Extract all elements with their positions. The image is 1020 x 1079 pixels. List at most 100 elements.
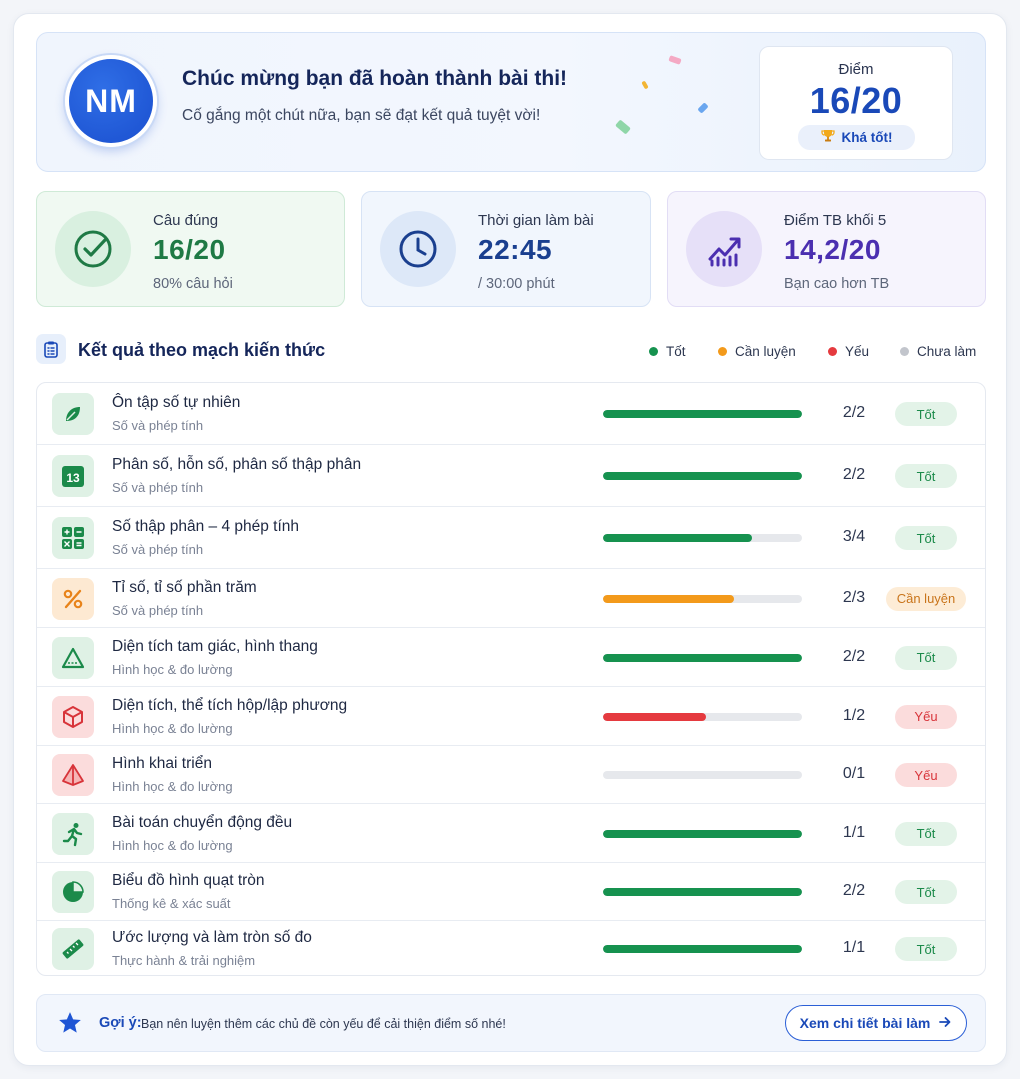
stat-correct-answers: Câu đúng 16/20 80% câu hỏi — [36, 191, 345, 307]
svg-text:13: 13 — [66, 471, 80, 485]
trophy-icon — [820, 128, 836, 147]
result-card: NM Chúc mừng bạn đã hoàn thành bài thi! … — [13, 13, 1007, 1066]
status-badge: Tốt — [895, 937, 957, 961]
topic-name: Ước lượng và làm tròn số đo — [112, 929, 312, 946]
cube-icon — [52, 695, 94, 738]
progress-bar — [603, 829, 802, 838]
legend-dot — [900, 347, 909, 356]
progress-bar — [603, 712, 802, 721]
topic-name: Biểu đồ hình quạt tròn — [112, 872, 265, 889]
topic-name: Ôn tập số tự nhiên — [112, 394, 241, 411]
progress-bar — [603, 945, 802, 953]
topic-category: Hình học & đo lường — [112, 837, 233, 853]
topic-name: Diện tích tam giác, hình thang — [112, 637, 318, 655]
status-badge: Tốt — [895, 402, 957, 426]
status-badge: Cần luyện — [886, 586, 966, 611]
topic-category: Hình học & đo lường — [112, 661, 233, 677]
table-row: Ước lượng và làm tròn số đo Thực hành & t… — [37, 921, 985, 975]
score-badge: Khá tốt! — [797, 125, 915, 150]
topic-score: 2/2 — [842, 647, 866, 665]
triangle-icon — [52, 636, 94, 679]
topic-name: Hình khai triển — [112, 755, 212, 772]
topic-category: Hình học & đo lường — [112, 720, 233, 736]
percent-icon — [52, 577, 94, 620]
topic-score: 2/2 — [842, 466, 866, 483]
topic-name: Tỉ số, tỉ số phần trăm — [112, 578, 257, 596]
view-details-label: Xem chi tiết bài làm — [799, 1015, 931, 1031]
score-box: Điểm 16/20 Khá tốt! — [759, 46, 953, 160]
topic-score: 2/3 — [842, 588, 866, 606]
progress-fill — [603, 653, 802, 662]
progress-fill — [603, 712, 707, 721]
table-row: Biểu đồ hình quạt tròn Thống kê & xác suấ… — [37, 863, 985, 921]
progress-fill — [603, 945, 802, 953]
legend-label: Tốt — [666, 344, 686, 359]
legend-label: Chưa làm — [917, 344, 977, 359]
progress-fill — [603, 594, 735, 603]
legend-dot — [718, 347, 727, 356]
status-badge: Tốt — [895, 464, 957, 488]
table-row: Bài toán chuyển động đều Hình học & đo lư… — [37, 804, 985, 863]
legend-good: Tốt — [649, 344, 686, 359]
topic-results-table: Ôn tập số tự nhiên Số và phép tính 2/2 Tốt 1… — [36, 382, 986, 976]
topic-score: 1/1 — [842, 823, 866, 841]
legend-not-done: Chưa làm — [900, 344, 976, 359]
confetti-icon — [615, 119, 631, 135]
legend-dot — [649, 347, 658, 356]
topic-score: 2/2 — [842, 404, 866, 421]
topic-category: Số và phép tính — [112, 602, 204, 618]
status-badge: Tốt — [895, 645, 957, 670]
calendar-13-icon: 13 — [52, 455, 94, 497]
confetti-icon — [697, 102, 709, 114]
topic-category: Số và phép tính — [112, 542, 204, 557]
calculator-icon — [52, 517, 94, 559]
pyramid-icon — [52, 754, 94, 796]
progress-bar — [603, 888, 802, 896]
topic-name: Bài toán chuyển động đều — [112, 813, 293, 831]
pie-chart-icon — [52, 871, 94, 913]
topic-category: Số và phép tính — [112, 418, 204, 433]
table-row: Ôn tập số tự nhiên Số và phép tính 2/2 Tốt — [37, 383, 985, 445]
banner-title: Chúc mừng bạn đã hoàn thành bài thi! — [182, 67, 568, 90]
confetti-icon — [668, 55, 682, 65]
stat-value: 14,2/20 — [784, 234, 881, 265]
topic-score: 3/4 — [842, 528, 866, 545]
progress-bar — [603, 410, 802, 418]
table-row: Diện tích, thể tích hộp/lập phương Hình h… — [37, 687, 985, 746]
topic-score: 1/1 — [842, 939, 866, 956]
legend-label: Cần luyện — [735, 344, 796, 359]
progress-bar — [603, 594, 802, 603]
topic-score: 1/2 — [842, 706, 866, 724]
clock-icon — [380, 211, 456, 287]
status-badge: Tốt — [895, 526, 957, 550]
tip-label: Gợi ý: — [99, 1015, 142, 1031]
topic-name: Diện tích, thể tích hộp/lập phương — [112, 696, 348, 714]
tip-footer: Gợi ý: Bạn nên luyện thêm các chủ đề còn… — [36, 994, 986, 1052]
stat-sub: / 30:00 phút — [478, 276, 555, 292]
table-row: Diện tích tam giác, hình thang Hình học &… — [37, 628, 985, 687]
topic-category: Thống kê & xác suất — [112, 896, 231, 911]
arrow-right-icon — [938, 1015, 952, 1032]
stat-label: Câu đúng — [153, 212, 219, 229]
status-badge: Yếu — [895, 704, 957, 729]
stat-sub: 80% câu hỏi — [153, 276, 233, 292]
stat-value: 16/20 — [153, 234, 226, 265]
legend-weak: Yếu — [828, 344, 869, 359]
tip-text: Bạn nên luyện thêm các chủ đề còn yếu để… — [141, 1017, 506, 1031]
star-icon — [57, 1010, 83, 1041]
view-details-button[interactable]: Xem chi tiết bài làm — [785, 1005, 967, 1041]
stat-sub: Bạn cao hơn TB — [784, 276, 890, 292]
table-row: Số thập phân – 4 phép tính Số và phép tín… — [37, 507, 985, 569]
banner-subtitle: Cố gắng một chút nữa, bạn sẽ đạt kết quả… — [182, 107, 541, 124]
topic-score: 0/1 — [842, 765, 866, 782]
progress-bar — [603, 653, 802, 662]
trend-up-icon — [686, 211, 762, 287]
score-value: 16/20 — [809, 80, 903, 121]
stat-time-spent: Thời gian làm bài 22:45 / 30:00 phút — [361, 191, 651, 307]
progress-fill — [603, 472, 802, 480]
runner-icon — [52, 812, 94, 855]
legend-practice: Cần luyện — [718, 344, 796, 359]
section-title: Kết quả theo mạch kiến thức — [78, 340, 326, 360]
stat-value: 22:45 — [478, 234, 553, 265]
topic-category: Thực hành & trải nghiệm — [112, 953, 256, 968]
